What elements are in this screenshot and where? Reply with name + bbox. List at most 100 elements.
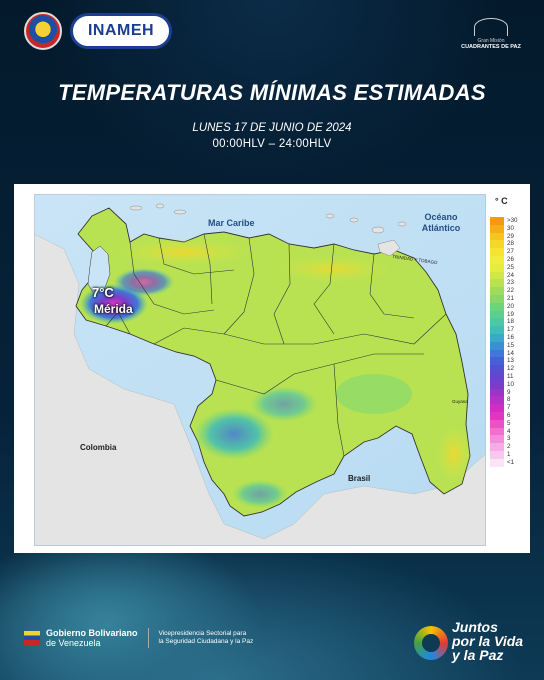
- legend-swatch: [490, 450, 504, 459]
- legend-label: 15: [507, 341, 514, 349]
- juntos-line1: Juntos: [452, 619, 498, 635]
- legend-swatch: [490, 388, 504, 397]
- legend-swatch: [490, 380, 504, 389]
- label-oceano-atlantico: Océano Atlántico: [421, 212, 461, 233]
- forecast-date: LUNES 17 DE JUNIO DE 2024: [192, 122, 352, 134]
- legend-label: 2: [507, 443, 511, 451]
- government-footer: Gobierno Bolivariano de Venezuela Vicepr…: [24, 628, 253, 648]
- map-panel: Mar Caribe Océano Atlántico Colombia Bra…: [14, 184, 530, 553]
- venezuela-seal-icon: [24, 12, 62, 50]
- legend-row: 14: [490, 349, 526, 358]
- legend-row: 13: [490, 357, 526, 366]
- legend-row: 22: [490, 287, 526, 295]
- legend-label: 12: [507, 365, 514, 373]
- legend-row: 10: [490, 380, 526, 389]
- cuadrantes-de-paz-logo: Gran Misión CUADRANTES DE PAZ: [456, 18, 526, 50]
- legend-row: 4: [490, 427, 526, 436]
- legend-label: 6: [507, 411, 511, 419]
- vicepresidencia-line2: la Seguridad Ciudadana y la Paz: [158, 638, 254, 645]
- legend-swatch: [490, 443, 504, 451]
- legend-row: 15: [490, 341, 526, 350]
- legend-row: 20: [490, 302, 526, 311]
- legend-swatch: [490, 263, 504, 272]
- legend-swatch: [490, 349, 504, 358]
- legend-swatch: [490, 302, 504, 311]
- legend-row: 6: [490, 411, 526, 420]
- legend-swatch: [490, 427, 504, 436]
- legend-label: 25: [507, 263, 514, 271]
- legend-label: 20: [507, 302, 514, 310]
- legend-swatch: [490, 326, 504, 334]
- legend-row: 7: [490, 404, 526, 412]
- legend-row: 5: [490, 419, 526, 428]
- guayana-cool-zone-2: [250, 386, 318, 422]
- legend-swatch: [490, 271, 504, 280]
- legend-label: 29: [507, 232, 514, 240]
- legend-label: 14: [507, 349, 514, 357]
- neighbour-countries: [34, 233, 486, 546]
- legend-row: 26: [490, 255, 526, 264]
- legend-label: 8: [507, 396, 511, 404]
- juntos-logo-text: Juntos por la Vida y la Paz: [452, 620, 523, 662]
- legend-swatch: [490, 294, 504, 303]
- legend-label: 18: [507, 318, 514, 326]
- legend-swatch: [490, 333, 504, 342]
- legend-row: 1: [490, 450, 526, 459]
- legend-swatch: [490, 217, 504, 225]
- legend-label: 16: [507, 333, 514, 341]
- legend-unit: ° C: [495, 196, 508, 206]
- eastern-warm-zone: [274, 255, 394, 283]
- andes-cold-zone-north: [114, 268, 174, 296]
- alert-location: Mérida: [94, 302, 133, 316]
- legend-row: <1: [490, 458, 526, 467]
- legend-row: 17: [490, 326, 526, 334]
- legend-label: 13: [507, 357, 514, 365]
- cuadrantes-mark-icon: [474, 18, 508, 36]
- legend-swatch: [490, 357, 504, 366]
- legend-row: 8: [490, 396, 526, 405]
- legend-swatch: [490, 435, 504, 444]
- legend-swatch: [490, 287, 504, 295]
- legend-row: 29: [490, 232, 526, 241]
- legend-row: 9: [490, 388, 526, 397]
- juntos-line2: por la Vida: [452, 633, 524, 649]
- legend-label: 7: [507, 404, 511, 412]
- east-mild-zone: [336, 374, 412, 414]
- legend-swatch: [490, 224, 504, 233]
- legend-label: 9: [507, 388, 511, 396]
- legend-label: 26: [507, 255, 514, 263]
- legend-label: 10: [507, 380, 514, 388]
- legend-swatch: [490, 310, 504, 319]
- label-guyana: Guyana: [452, 399, 468, 404]
- legend-swatch: [490, 255, 504, 264]
- guayana-cool-zone: [194, 408, 274, 460]
- legend-swatch: [490, 232, 504, 241]
- legend-row: 24: [490, 271, 526, 280]
- legend-row: 18: [490, 318, 526, 327]
- map-frame: [34, 194, 486, 546]
- temperature-legend: >30 30 29 28 27 26 25 24 23 22 21 20 19 18 17 16 15 14 13 1…: [490, 217, 526, 467]
- legend-row: 23: [490, 279, 526, 288]
- gobierno-line1: Gobierno Bolivariano: [46, 628, 138, 638]
- venezuela-territory: [75, 207, 471, 517]
- legend-swatch: [490, 458, 504, 467]
- legend-swatch: [490, 404, 504, 412]
- legend-label: 5: [507, 419, 511, 427]
- legend-label: <1: [507, 458, 515, 466]
- juntos-por-la-vida-logo: Juntos por la Vida y la Paz: [414, 618, 526, 666]
- legend-label: 19: [507, 310, 514, 318]
- label-colombia: Colombia: [80, 443, 117, 452]
- state-borders: [105, 233, 447, 457]
- legend-label: 1: [507, 450, 511, 458]
- legend-swatch: [490, 248, 504, 256]
- legend-swatch: [490, 396, 504, 405]
- cuadrantes-logo-line1: Gran Misión: [477, 38, 505, 44]
- legend-row: 16: [490, 333, 526, 342]
- legend-label: >30: [507, 217, 518, 224]
- legend-label: 30: [507, 224, 514, 232]
- gobierno-logo-text: Gobierno Bolivariano de Venezuela: [46, 628, 138, 648]
- legend-swatch: [490, 411, 504, 420]
- legend-row: 12: [490, 365, 526, 373]
- vicepresidencia-text: Vicepresidencia Sectorial para la Seguri…: [159, 630, 254, 646]
- label-mar-caribe: Mar Caribe: [208, 218, 255, 228]
